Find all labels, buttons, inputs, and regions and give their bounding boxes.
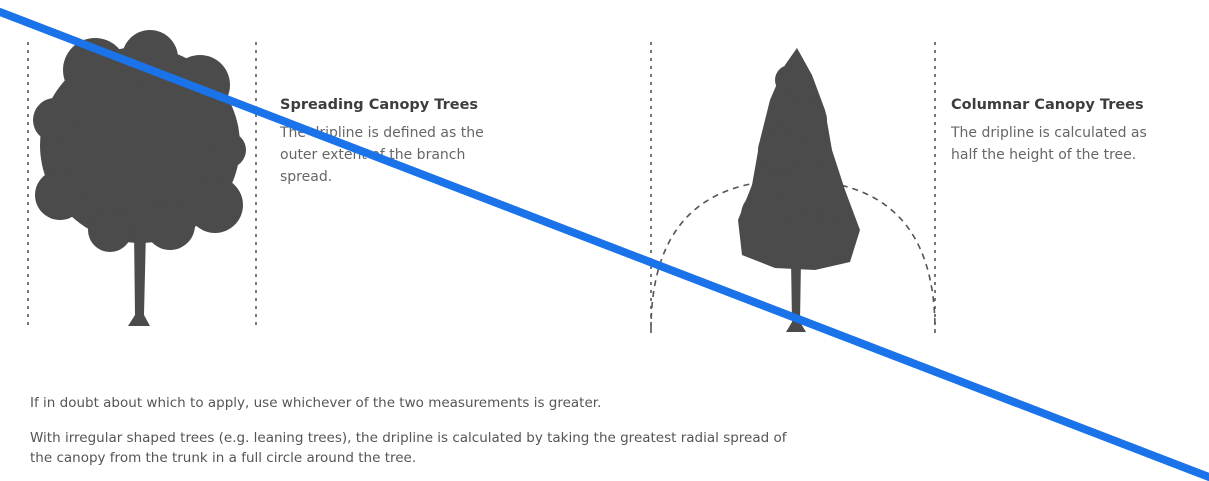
spreading-tree: [33, 30, 246, 326]
note: the canopy from the trunk in a full circ…: [30, 450, 416, 466]
description: The dripline is calculated as: [950, 125, 1147, 141]
note: With irregular shaped trees (e.g. leanin…: [30, 430, 788, 446]
heading: Columnar Canopy Trees: [951, 97, 1144, 113]
note: If in doubt about which to apply, use wh…: [30, 395, 601, 411]
page: Spreading Canopy Trees The dripline is d…: [0, 0, 1209, 481]
columnar-tree: [738, 48, 860, 332]
description: spread.: [280, 169, 332, 185]
description: half the height of the tree.: [951, 147, 1136, 163]
heading: Spreading Canopy Trees: [280, 97, 478, 113]
